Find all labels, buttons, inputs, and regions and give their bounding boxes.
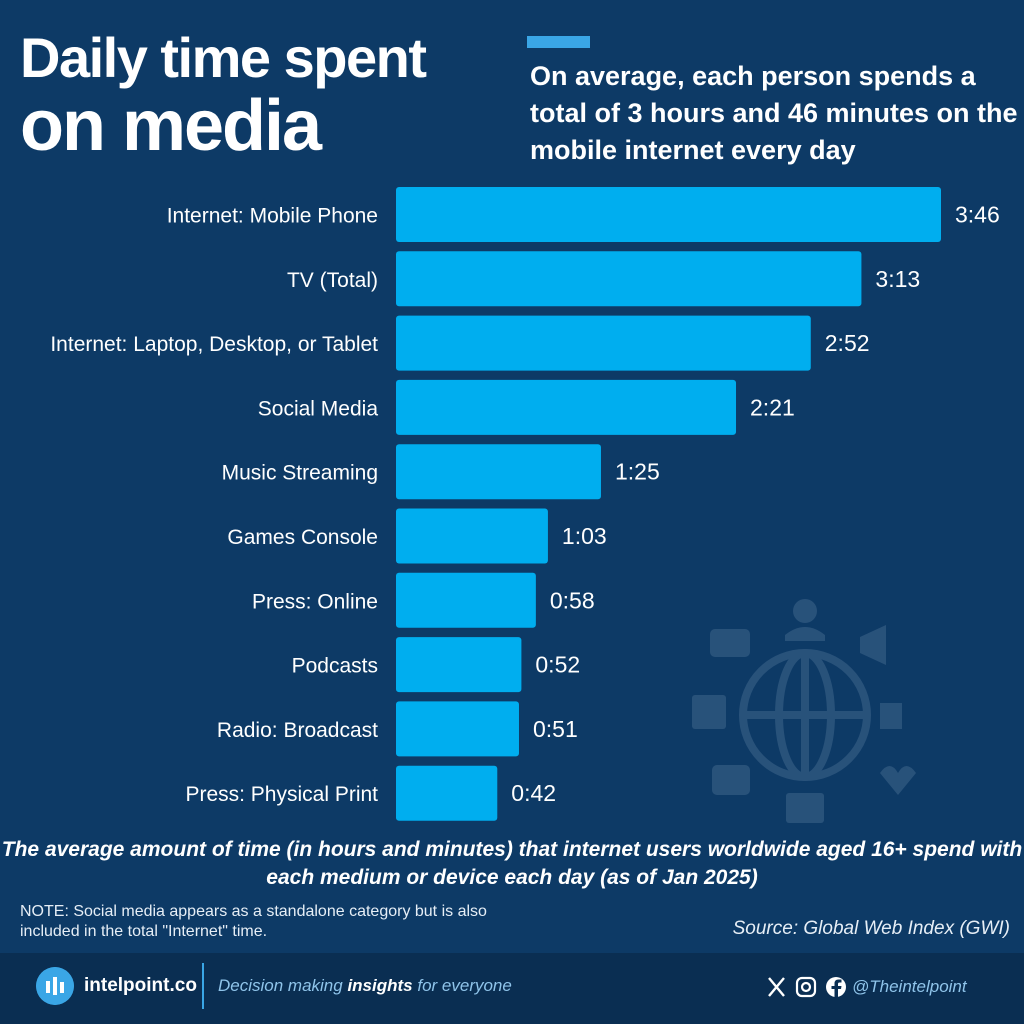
social-handle[interactable]: @Theintelpoint bbox=[852, 977, 967, 996]
category-label: Radio: Broadcast bbox=[217, 719, 378, 742]
bar-chart: Internet: Mobile Phone 3:46 TV (Total) 3:13… bbox=[50, 187, 1000, 821]
value-label: 1:03 bbox=[562, 523, 607, 549]
bar bbox=[396, 637, 522, 693]
value-label: 1:25 bbox=[615, 459, 660, 485]
chart-caption: The average amount of time (in hours and… bbox=[1, 838, 1023, 889]
bar bbox=[396, 251, 862, 307]
title-line-1: Daily time spent bbox=[20, 26, 427, 89]
media-globe-icon bbox=[692, 599, 916, 823]
value-label: 3:46 bbox=[955, 202, 1000, 228]
source-text: Source: Global Web Index (GWI) bbox=[732, 918, 1010, 939]
category-label: Press: Physical Print bbox=[185, 783, 378, 806]
value-label: 2:52 bbox=[825, 330, 870, 356]
bar bbox=[396, 315, 811, 371]
bar bbox=[396, 444, 601, 500]
value-label: 3:13 bbox=[875, 266, 920, 292]
social-icons bbox=[768, 976, 846, 998]
intelpoint-logo-icon bbox=[36, 967, 74, 1005]
title-line-2: on media bbox=[20, 86, 322, 166]
x-icon[interactable] bbox=[768, 977, 785, 997]
category-label: Press: Online bbox=[252, 590, 378, 613]
category-label: Podcasts bbox=[292, 655, 378, 678]
value-label: 0:52 bbox=[535, 652, 580, 678]
category-label: Music Streaming bbox=[222, 462, 378, 485]
bar bbox=[396, 508, 548, 564]
bar bbox=[396, 701, 519, 757]
value-label: 0:42 bbox=[511, 780, 556, 806]
category-label: TV (Total) bbox=[287, 269, 378, 292]
footer: intelpoint.co Decision making insights f… bbox=[0, 953, 1024, 1024]
bar bbox=[396, 379, 737, 435]
bar bbox=[396, 572, 536, 628]
category-label: Social Media bbox=[258, 397, 379, 420]
category-label: Internet: Mobile Phone bbox=[167, 205, 378, 228]
tagline-bold: insights bbox=[347, 976, 413, 995]
tagline-pre: Decision making bbox=[218, 976, 348, 995]
category-label: Games Console bbox=[227, 526, 378, 549]
facebook-icon[interactable] bbox=[826, 977, 846, 997]
tagline: Decision making insights for everyone bbox=[218, 976, 512, 996]
footer-divider bbox=[202, 963, 204, 1009]
value-label: 2:21 bbox=[750, 394, 795, 420]
value-label: 0:58 bbox=[550, 587, 595, 613]
instagram-icon[interactable] bbox=[795, 976, 817, 998]
accent-bar bbox=[527, 36, 590, 48]
chart-subtitle: On average, each person spends a total o… bbox=[530, 61, 1018, 165]
value-label: 0:51 bbox=[533, 716, 578, 742]
brand-name[interactable]: intelpoint.co bbox=[84, 975, 197, 996]
tagline-post: for everyone bbox=[412, 976, 512, 995]
bar bbox=[396, 765, 498, 821]
chart-title: Daily time spent on media bbox=[20, 26, 427, 166]
note-text: NOTE: Social media appears as a standalo… bbox=[20, 903, 487, 940]
bar bbox=[396, 187, 941, 242]
category-label: Internet: Laptop, Desktop, or Tablet bbox=[50, 333, 378, 356]
